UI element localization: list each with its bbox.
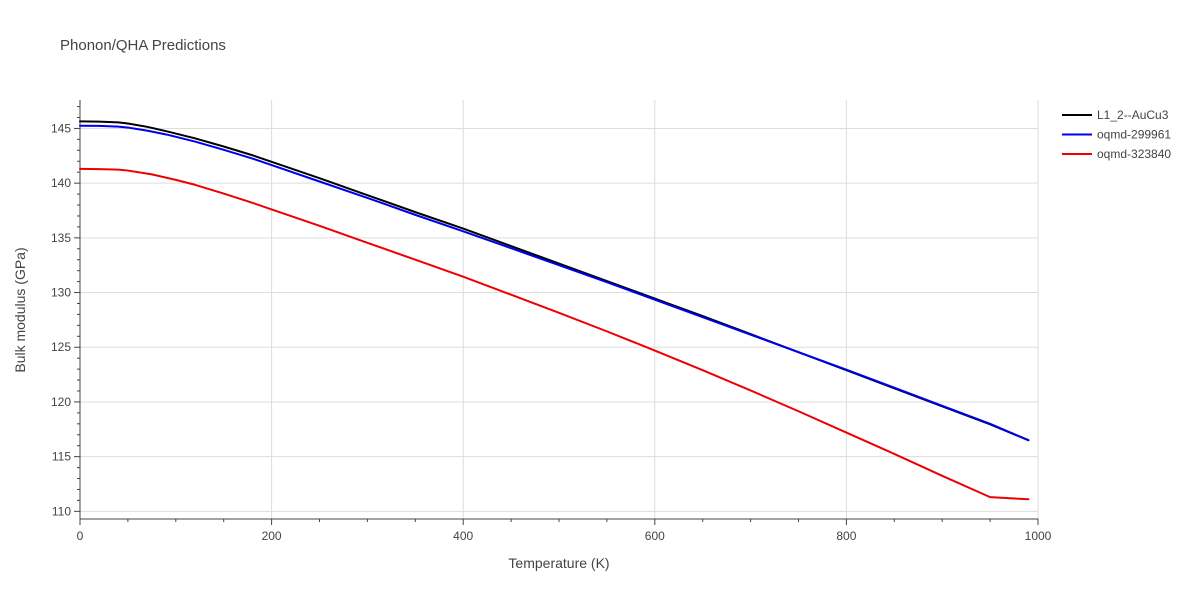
y-tick-label: 120	[51, 395, 71, 409]
y-tick-label: 110	[52, 504, 71, 518]
legend-label: L1_2--AuCu3	[1097, 108, 1169, 122]
x-tick-label: 1000	[1025, 529, 1052, 543]
series-line-oqmd-299961[interactable]	[79, 124, 1030, 442]
y-tick-label: 115	[52, 450, 71, 464]
x-tick-label: 200	[262, 529, 282, 543]
y-tick-label: 145	[51, 121, 71, 135]
x-tick-label: 800	[836, 529, 856, 543]
y-axis-title: Bulk modulus (GPa)	[12, 247, 28, 372]
series-line-oqmd-323840[interactable]	[79, 167, 1030, 501]
series-layer	[79, 120, 1030, 501]
y-tick-label: 130	[51, 286, 71, 300]
chart-title: Phonon/QHA Predictions	[60, 37, 226, 54]
x-tick-label: 600	[645, 529, 665, 543]
y-tick-label: 135	[51, 231, 71, 245]
legend-label: oqmd-299961	[1097, 128, 1171, 142]
legend-label: oqmd-323840	[1097, 147, 1171, 161]
x-tick-label: 0	[77, 529, 84, 543]
legend[interactable]: L1_2--AuCu3 oqmd-299961 oqmd-323840	[1062, 108, 1171, 161]
x-axis-title: Temperature (K)	[508, 555, 609, 571]
grid-layer	[80, 100, 1039, 519]
legend-item[interactable]: oqmd-299961	[1062, 128, 1171, 142]
x-tick-label: 400	[453, 529, 473, 543]
legend-item[interactable]: L1_2--AuCu3	[1062, 108, 1169, 122]
y-tick-label: 125	[51, 340, 71, 354]
y-tick-label: 140	[51, 176, 71, 190]
legend-item[interactable]: oqmd-323840	[1062, 147, 1171, 161]
axes-layer: 0 200 400 600 800 1000 110 115 120 125 130 135 140 14…	[51, 100, 1052, 543]
